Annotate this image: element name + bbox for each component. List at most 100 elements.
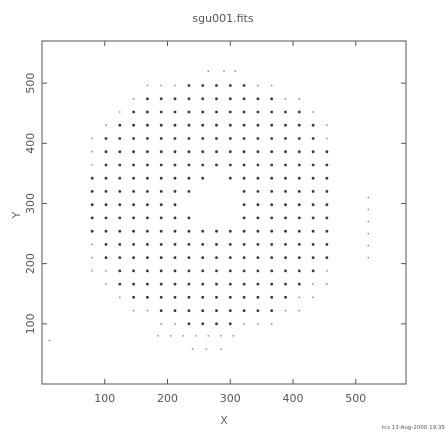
data-point [201,309,205,312]
data-point [228,229,232,233]
data-point [284,309,287,312]
data-point [215,282,218,286]
data-point [159,295,163,299]
data-point [187,243,191,246]
data-point [146,163,149,167]
data-point [201,322,205,326]
data-point [256,163,260,167]
data-point [201,123,205,127]
data-point [270,216,274,220]
data-point [270,137,274,140]
data-point [201,256,205,259]
data-point [232,335,235,337]
data-point [132,309,135,312]
data-point [118,229,122,233]
data-point [270,84,273,87]
data-point [326,124,328,127]
data-point [159,269,163,273]
y-tick-label: 200 [24,253,37,274]
data-point [201,269,205,273]
data-point [146,309,149,312]
data-point [215,256,218,259]
data-point [146,123,149,127]
data-point [284,282,287,286]
data-point [326,283,328,285]
data-point [257,322,259,325]
data-point [187,216,191,220]
data-point [90,216,94,220]
data-point [48,339,51,342]
data-point [90,190,94,193]
data-point [228,110,232,114]
data-point [228,269,232,273]
data-point [173,269,177,273]
data-point [132,190,136,193]
data-point [157,335,160,337]
data-point [159,282,163,286]
data-point [297,216,301,220]
y-tick-label: 100 [24,313,37,334]
data-point [146,282,149,286]
data-point [220,348,222,350]
data-point [311,229,315,233]
data-point [173,203,177,207]
data-point [159,309,163,312]
data-point [201,150,205,154]
data-point [228,176,232,180]
data-point [159,163,163,167]
data-point [159,176,163,180]
data-point [169,335,172,337]
data-point [159,97,163,101]
data-point [242,269,246,273]
data-point [367,196,370,199]
data-point [326,270,328,272]
data-point [284,203,287,207]
data-point [242,163,246,167]
data-point [187,322,191,326]
data-point [187,137,191,140]
data-point [270,150,274,154]
data-point [207,70,210,72]
footer-stamp: tcs 13-Aug-2000 19:35 [382,425,445,431]
data-point [256,269,260,273]
data-point [187,163,191,167]
data-point [256,123,260,127]
data-point [325,163,329,167]
data-point [187,229,191,233]
data-point [284,123,287,127]
data-point [367,256,370,259]
data-point [118,282,122,286]
data-point [215,150,218,154]
data-point [173,97,177,101]
data-point [146,203,149,207]
data-point [215,110,218,114]
data-point [215,309,218,312]
x-tick-label: 400 [283,392,304,405]
data-point [242,256,246,259]
data-point [146,269,149,273]
data-point [242,176,246,180]
data-point [256,110,260,114]
data-point [242,282,246,286]
data-point [118,111,121,113]
data-point [256,243,260,246]
data-point [284,176,287,180]
data-point [205,348,208,350]
data-point [242,216,246,220]
data-point [146,110,149,114]
data-point [284,269,287,273]
axis-ticks: 100 200 300 400 500 100 200 300 400 500 [24,41,406,405]
data-point [201,295,205,299]
data-point [146,137,149,140]
data-point [270,282,274,286]
data-point [118,243,122,246]
data-point [187,150,191,154]
data-point [297,229,301,233]
data-point [132,295,136,299]
data-point [228,123,232,127]
data-point [297,190,301,193]
data-point [326,137,328,140]
data-point [118,296,121,299]
data-point [228,309,232,312]
data-point [91,150,94,153]
